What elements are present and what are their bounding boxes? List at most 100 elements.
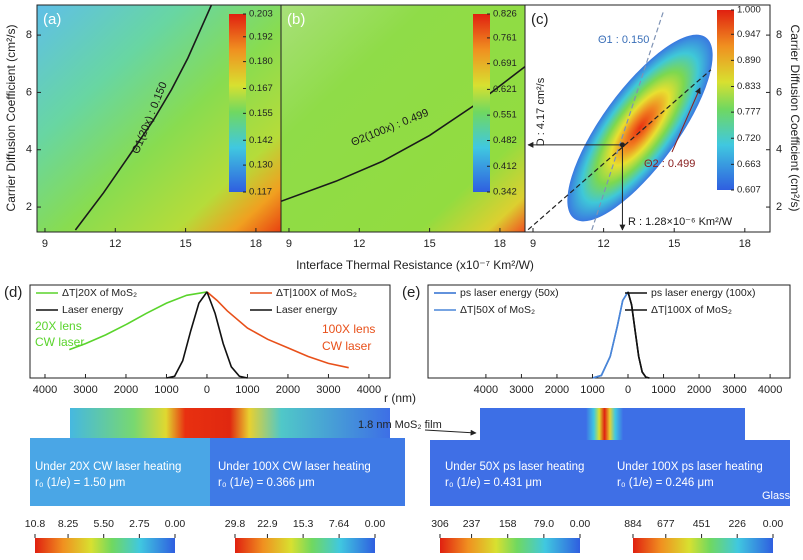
- annotation: D : 4.17 cm²/s: [535, 77, 547, 146]
- colorbar: [235, 538, 375, 553]
- panel-label: (e): [402, 284, 420, 301]
- x-tick-label: 12: [597, 238, 609, 250]
- colorbar-tick-label: 0.00: [763, 518, 784, 530]
- series-line: [69, 291, 208, 351]
- panel-label: (c): [531, 11, 549, 28]
- colorbar-tick-label: 0.167: [249, 83, 273, 94]
- colorbar-tick-label: 158: [499, 518, 517, 530]
- x-tick-label: 4000: [357, 384, 381, 396]
- y-axis-label: Carrier Diffusion Coefficient (cm²/s): [788, 25, 802, 212]
- colorbar-tick-label: 0.342: [493, 187, 517, 198]
- x-tick-label: 2000: [687, 384, 711, 396]
- field-subtitle: r₀ (1/e) = 0.431 μm: [445, 477, 542, 489]
- field-subtitle: r₀ (1/e) = 1.50 μm: [35, 477, 125, 489]
- colorbar-tick-label: 451: [693, 518, 711, 530]
- colorbar-tick-label: 7.64: [329, 518, 350, 530]
- substrate-field: [210, 438, 405, 506]
- series-line: [206, 291, 248, 379]
- label-arrow: [671, 87, 701, 153]
- colorbar: [229, 14, 246, 192]
- x-tick-label: 1000: [651, 384, 675, 396]
- colorbar-tick-label: 0.00: [365, 518, 386, 530]
- substrate-label: Glass: [762, 490, 791, 502]
- y-tick-label: 2: [776, 201, 782, 213]
- colorbar: [473, 14, 490, 192]
- annotation: 100X lens: [322, 322, 375, 336]
- fit-point: [619, 142, 625, 148]
- x-tick-label: 0: [204, 384, 210, 396]
- colorbar-tick-label: 0.00: [570, 518, 591, 530]
- panel-label: (a): [43, 11, 61, 28]
- colorbar-tick-label: 15.3: [293, 518, 314, 530]
- colorbar-tick-label: 79.0: [534, 518, 555, 530]
- x-tick-label: 9: [42, 238, 48, 250]
- x-tick-label: 4000: [33, 384, 57, 396]
- legend-label: Laser energy: [62, 304, 124, 316]
- field-subtitle: r₀ (1/e) = 0.366 μm: [218, 477, 315, 489]
- colorbar-tick-label: 0.890: [737, 55, 761, 66]
- colorbar: [35, 538, 175, 553]
- colorbar-tick-label: 0.130: [249, 160, 273, 171]
- series-line: [591, 9, 665, 231]
- colorbar-tick-label: 237: [463, 518, 481, 530]
- series-line: [527, 69, 712, 231]
- y-tick-label: 8: [776, 29, 782, 41]
- colorbar-tick-label: 0.761: [493, 32, 517, 43]
- colorbar-tick-label: 0.777: [737, 107, 761, 118]
- annotation: R : 1.28×10⁻⁶ Km²/W: [628, 216, 733, 228]
- series-line: [592, 291, 629, 379]
- colorbar-tick-label: 0.833: [737, 81, 761, 92]
- x-tick-label: 3000: [316, 384, 340, 396]
- substrate-field: [30, 438, 210, 506]
- legend-label: Laser energy: [276, 304, 338, 316]
- x-tick-label: 3000: [722, 384, 746, 396]
- x-tick-label: 9: [530, 238, 536, 250]
- colorbar: [633, 538, 773, 553]
- film-field: [480, 408, 745, 440]
- colorbar-tick-label: 8.25: [58, 518, 79, 530]
- field-title: Under 100X CW laser heating: [218, 461, 371, 473]
- y-tick-label: 8: [26, 29, 32, 41]
- x-tick-label: 3000: [73, 384, 97, 396]
- y-tick-label: 6: [26, 86, 32, 98]
- colorbar-tick-label: 226: [728, 518, 746, 530]
- colorbar-tick-label: 5.50: [93, 518, 114, 530]
- x-tick-label: 12: [353, 238, 365, 250]
- series-line: [206, 291, 349, 369]
- colorbar-tick-label: 0.551: [493, 110, 517, 121]
- legend-label: ps laser energy (50x): [460, 287, 559, 299]
- legend-label: ΔT|20X of MoS₂: [62, 287, 137, 299]
- colorbar-tick-label: 0.720: [737, 133, 761, 144]
- y-tick-label: 2: [26, 201, 32, 213]
- x-tick-label: 2000: [114, 384, 138, 396]
- field-title: Under 50X ps laser heating: [445, 461, 584, 473]
- colorbar-tick-label: 0.203: [249, 9, 273, 20]
- x-tick-label: 3000: [509, 384, 533, 396]
- colorbar-tick-label: 0.155: [249, 108, 273, 119]
- plot-area: [74, 5, 213, 231]
- colorbar-tick-label: 306: [431, 518, 449, 530]
- series-line: [627, 291, 650, 379]
- x-axis-label: Interface Thermal Resistance (x10⁻⁷ Km²/…: [296, 258, 534, 272]
- plot-area: [527, 9, 713, 231]
- colorbar: [717, 10, 734, 190]
- colorbar-tick-label: 0.180: [249, 56, 273, 67]
- colorbar-tick-label: 0.117: [249, 187, 272, 198]
- x-tick-label: 18: [739, 238, 751, 250]
- legend-label: ΔT|50X of MoS₂: [460, 304, 535, 316]
- x-tick-label: 2000: [545, 384, 569, 396]
- substrate-field: [430, 440, 790, 506]
- colorbar-tick-label: 0.482: [493, 135, 517, 146]
- annotation: Θ1 : 0.150: [598, 34, 649, 46]
- legend-label: ΔT|100X of MoS₂: [651, 304, 732, 316]
- y-tick-label: 4: [776, 144, 782, 156]
- x-tick-label: 1000: [154, 384, 178, 396]
- colorbar-tick-label: 0.691: [493, 58, 517, 69]
- colorbar-tick-label: 22.9: [257, 518, 278, 530]
- annotation: Θ2 : 0.499: [644, 158, 695, 170]
- annotation: 20X lens: [35, 319, 82, 333]
- colorbar: [440, 538, 580, 553]
- x-tick-label: 1000: [235, 384, 259, 396]
- colorbar-tick-label: 0.00: [165, 518, 186, 530]
